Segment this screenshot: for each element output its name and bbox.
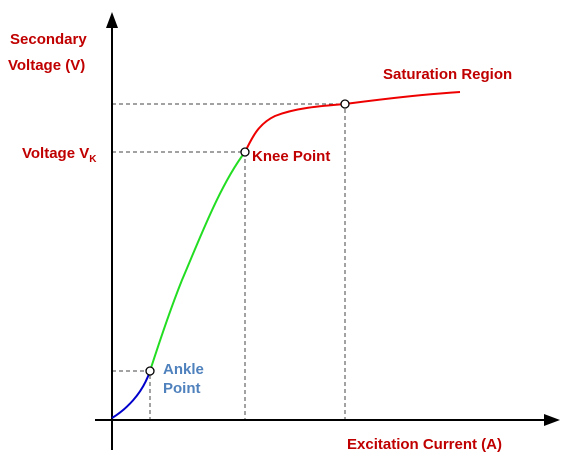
curve-saturation <box>244 91 461 153</box>
knee-point <box>240 147 250 157</box>
ankle-label: Point <box>163 380 201 397</box>
y-arrow <box>106 12 118 28</box>
excitation-curve <box>111 91 461 419</box>
axes <box>95 12 560 450</box>
x-axis-label: Excitation Current (A) <box>347 436 502 453</box>
ankle-label: Ankle <box>163 361 204 378</box>
saturation-label: Saturation Region <box>383 66 512 83</box>
curve-low <box>111 370 151 419</box>
voltage-label: Voltage VK <box>22 145 97 165</box>
knee-label: Knee Point <box>252 148 330 165</box>
x-arrow <box>544 414 560 426</box>
y-axis-label: Secondary <box>10 31 87 48</box>
voltage-subscript: K <box>89 154 97 165</box>
curve-linear <box>149 151 246 372</box>
voltage-text: Voltage V <box>22 145 89 162</box>
y-axis-label: Voltage (V) <box>8 57 85 74</box>
saturation-point <box>340 99 350 109</box>
ankle-guide <box>112 370 151 420</box>
ankle-point <box>145 366 155 376</box>
